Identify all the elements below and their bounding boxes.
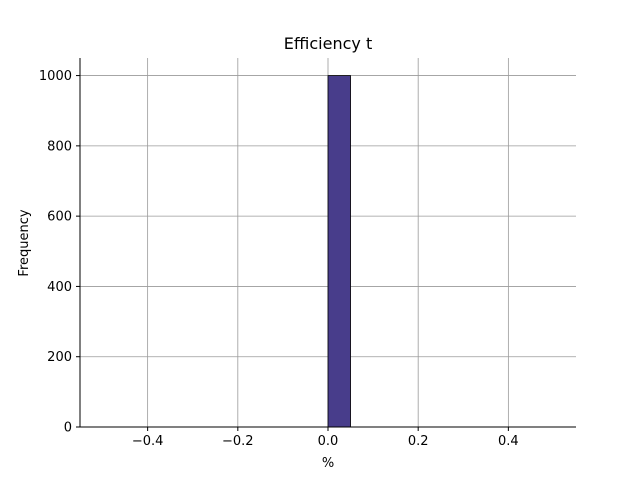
y-tick-label: 0 (64, 421, 72, 436)
y-tick-label: 200 (47, 350, 72, 365)
x-tick-label: 0.0 (318, 434, 339, 449)
x-tick-label: 0.2 (408, 434, 429, 449)
x-tick-label: 0.4 (498, 434, 519, 449)
chart-title: Efficiency t (284, 34, 372, 53)
axes (76, 58, 576, 431)
tick-labels: −0.4 −0.2 0.0 0.2 0.4 0 200 400 600 800 1000 (39, 69, 519, 449)
histogram-bar (327, 75, 351, 428)
y-axis-label: Frequency (17, 209, 32, 276)
y-tick-label: 1000 (39, 69, 72, 84)
x-axis-label: % (322, 456, 334, 471)
y-tick-label: 800 (47, 139, 72, 154)
histogram-bars (327, 75, 351, 428)
x-tick-label: −0.4 (132, 434, 164, 449)
x-tick-label: −0.2 (222, 434, 254, 449)
y-tick-label: 400 (47, 280, 72, 295)
y-tick-label: 600 (47, 210, 72, 225)
